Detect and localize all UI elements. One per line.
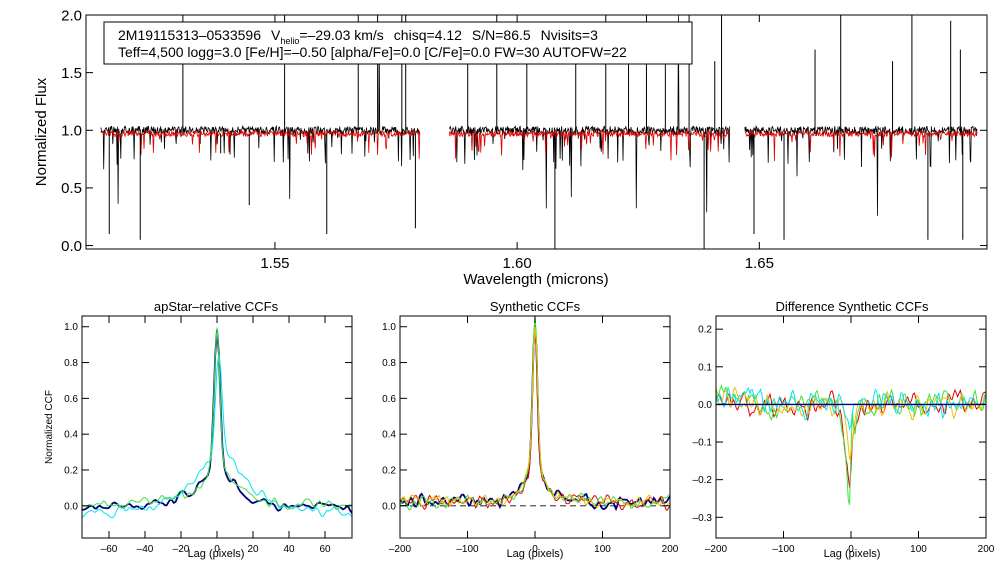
difference-ccf-series-2 bbox=[716, 384, 986, 506]
spectrum-y-tick-label: 1.0 bbox=[61, 123, 82, 140]
difference-ccf-x-tick-label: 200 bbox=[978, 544, 995, 555]
annotation-sn: S/N=86.5 bbox=[472, 27, 531, 43]
synthetic-ccf-series-4 bbox=[400, 327, 670, 508]
difference-ccf-series-4 bbox=[716, 385, 986, 431]
difference-ccf-title: Difference Synthetic CCFs bbox=[776, 299, 929, 314]
annotation-chisq: chisq=4.12 bbox=[394, 27, 462, 43]
apstar-ccf-axes: –60 –40 –20 0 20 40 60 0.0 0.2 0.4 0.6 0.8 1.0 bbox=[64, 316, 352, 555]
difference-ccf-panel: Difference Synthetic CCFs –200 –100 0 100 20… bbox=[693, 299, 995, 560]
spectrum-y-tick-label: 2.0 bbox=[61, 7, 82, 24]
synthetic-ccf-y-tick-label: 0.0 bbox=[382, 501, 396, 512]
spectrum-annotation-box: 2M19115313–0533596 Vhelio=–29.03 km/s chis… bbox=[103, 21, 693, 65]
synthetic-ccf-y-tick-label: 0.6 bbox=[382, 394, 396, 405]
difference-ccf-x-tick-label: 0 bbox=[848, 544, 854, 555]
synthetic-ccf-title: Synthetic CCFs bbox=[490, 299, 581, 314]
synthetic-ccf-x-tick-label: 0 bbox=[532, 544, 538, 555]
annotation-v-subscript: helio bbox=[280, 36, 299, 46]
synthetic-ccf-series-3 bbox=[400, 316, 670, 511]
synthetic-ccf-y-tick-label: 1.0 bbox=[382, 322, 396, 333]
difference-ccf-y-tick-label: –0.2 bbox=[693, 475, 713, 486]
synthetic-ccf-plot-area bbox=[400, 316, 670, 512]
apstar-ccf-x-tick-label: –20 bbox=[173, 544, 190, 555]
annotation-box-frame bbox=[103, 21, 693, 65]
difference-ccf-x-tick-label: –100 bbox=[772, 544, 795, 555]
apstar-ccf-y-tick-label: 0.6 bbox=[64, 394, 78, 405]
apstar-ccf-series-3 bbox=[82, 327, 352, 511]
spectrum-x-tick-label: 1.65 bbox=[745, 255, 774, 272]
synthetic-ccf-y-tick-label: 0.2 bbox=[382, 465, 396, 476]
apstar-ccf-y-tick-label: 0.8 bbox=[64, 358, 78, 369]
apstar-ccf-x-tick-label: –40 bbox=[137, 544, 154, 555]
apstar-ccf-series-2 bbox=[82, 353, 352, 519]
annotation-line-1: 2M19115313–0533596 Vhelio=–29.03 km/s chis… bbox=[118, 27, 598, 46]
spectrum-panel: 1.55 1.60 1.65 0.0 0.5 1.0 1.5 2.0 Normalized F… bbox=[33, 7, 988, 288]
synthetic-ccf-series-1 bbox=[400, 324, 670, 512]
apstar-ccf-x-tick-label: 60 bbox=[319, 544, 331, 555]
difference-ccf-x-tick-label: –200 bbox=[705, 544, 728, 555]
difference-ccf-frame bbox=[715, 315, 987, 539]
apstar-ccf-y-tick-label: 0.0 bbox=[64, 501, 78, 512]
apstar-ccf-x-tick-label: 0 bbox=[214, 544, 220, 555]
apstar-ccf-x-tick-label: –60 bbox=[101, 544, 118, 555]
spectrum-y-tick-label: 0.0 bbox=[61, 238, 82, 255]
difference-ccf-series-3 bbox=[716, 386, 986, 460]
annotation-nvisits: Nvisits=3 bbox=[541, 27, 598, 43]
apstar-ccf-y-tick-label: 1.0 bbox=[64, 322, 78, 333]
difference-ccf-x-tick-label: 100 bbox=[910, 544, 927, 555]
apstar-ccf-title: apStar–relative CCFs bbox=[154, 299, 279, 314]
apstar-ccf-y-axis-label: Normalized CCF bbox=[44, 390, 55, 464]
difference-ccf-x-axis-label: Lag (pixels) bbox=[824, 548, 881, 560]
spectrum-frame bbox=[85, 14, 988, 250]
apstar-ccf-plot-area bbox=[82, 327, 352, 519]
synthetic-ccf-x-axis-label: Lag (pixels) bbox=[507, 548, 564, 560]
apstar-ccf-panel: apStar–relative CCFs –60 –40 –20 0 20 40 60 0.0… bbox=[44, 299, 353, 560]
difference-ccf-y-tick-label: –0.3 bbox=[693, 513, 713, 524]
spectrum-x-tick-label: 1.55 bbox=[260, 255, 289, 272]
spectrum-y-axis-label: Normalized Flux bbox=[33, 77, 50, 186]
apstar-ccf-x-tick-label: 20 bbox=[247, 544, 259, 555]
difference-ccf-y-tick-label: 0.1 bbox=[698, 362, 712, 373]
difference-ccf-y-tick-label: 0.2 bbox=[698, 325, 712, 336]
spectrum-axes: 1.55 1.60 1.65 0.0 0.5 1.0 1.5 2.0 bbox=[61, 7, 987, 272]
synthetic-ccf-x-tick-label: 100 bbox=[594, 544, 611, 555]
synthetic-ccf-y-tick-label: 0.4 bbox=[382, 430, 396, 441]
apstar-ccf-series-1 bbox=[82, 329, 352, 514]
apstar-ccf-x-axis-label: Lag (pixels) bbox=[188, 548, 245, 560]
difference-ccf-plot-area bbox=[716, 384, 986, 506]
synthetic-ccf-x-tick-label: 200 bbox=[662, 544, 679, 555]
spectrum-x-tick-label: 1.60 bbox=[503, 255, 532, 272]
apstar-ccf-x-tick-label: 40 bbox=[283, 544, 295, 555]
synthetic-ccf-series-2 bbox=[400, 328, 670, 511]
apstar-ccf-y-tick-label: 0.2 bbox=[64, 465, 78, 476]
annotation-line-2: Teff=4,500 logg=3.0 [Fe/H]=–0.50 [alpha/… bbox=[118, 44, 627, 60]
synthetic-ccf-y-tick-label: 0.8 bbox=[382, 358, 396, 369]
synthetic-ccf-panel: Synthetic CCFs –200 –100 0 100 200 0.0 0.2 0.4 0… bbox=[382, 299, 679, 560]
difference-ccf-axes: –200 –100 0 100 200 –0.3 –0.2 –0.1 0.0 0.1 0.2 bbox=[693, 316, 995, 555]
synthetic-ccf-axes: –200 –100 0 100 200 0.0 0.2 0.4 0.6 0.8 1.0 bbox=[382, 316, 679, 555]
annotation-star-id: 2M19115313–0533596 bbox=[118, 27, 261, 43]
spectrum-y-tick-label: 0.5 bbox=[61, 180, 82, 197]
annotation-v-label: V bbox=[271, 27, 281, 43]
difference-ccf-y-tick-label: 0.0 bbox=[698, 400, 712, 411]
synthetic-fit-line bbox=[100, 129, 978, 162]
difference-ccf-y-tick-label: –0.1 bbox=[693, 438, 713, 449]
synthetic-ccf-x-tick-label: –100 bbox=[456, 544, 479, 555]
annotation-v-value: =–29.03 km/s bbox=[299, 27, 383, 43]
apstar-ccf-frame bbox=[81, 315, 353, 539]
spectrum-y-tick-label: 1.5 bbox=[61, 65, 82, 82]
synthetic-ccf-x-tick-label: –200 bbox=[389, 544, 412, 555]
spectrum-x-axis-label: Wavelength (microns) bbox=[463, 271, 608, 288]
apstar-ccf-y-tick-label: 0.4 bbox=[64, 430, 78, 441]
